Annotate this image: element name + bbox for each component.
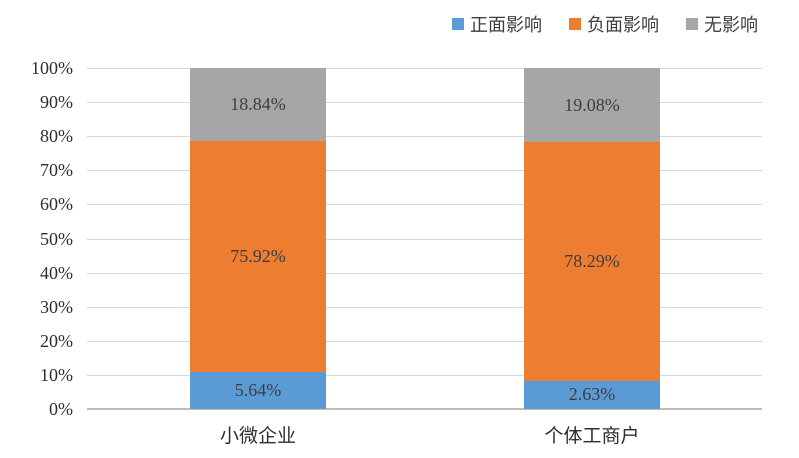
y-axis-tick-label: 60% (40, 194, 73, 215)
gridline (87, 204, 762, 206)
y-axis-tick-label: 100% (31, 58, 73, 78)
legend-swatch-icon (686, 18, 698, 30)
gridline (87, 238, 762, 240)
data-label: 78.29% (564, 250, 620, 271)
bar-segment: 2.63% (524, 380, 660, 409)
gridline (87, 102, 762, 104)
data-label: 18.84% (230, 94, 286, 115)
bar-segment: 75.92% (190, 141, 326, 373)
y-axis-tick-label: 50% (40, 228, 73, 249)
x-axis-category-label: 小微企业 (219, 426, 296, 447)
gridline (87, 272, 762, 274)
legend-label: 负面影响 (587, 15, 659, 35)
gridline (87, 306, 762, 308)
y-axis-tick-label: 0% (49, 399, 73, 419)
legend-label: 无影响 (704, 15, 758, 35)
legend-swatch-icon (569, 18, 581, 30)
legend-item: 无影响 (686, 11, 758, 37)
data-label: 5.64% (234, 380, 282, 401)
stacked-bar: 2.63% 78.29% 19.08% (524, 68, 660, 409)
y-axis-tick-label: 10% (40, 364, 73, 385)
gridline (87, 374, 762, 376)
y-axis-tick-label: 70% (40, 160, 73, 181)
bar-segment: 18.84% (190, 68, 326, 142)
y-axis-tick-label: 30% (40, 296, 73, 317)
y-axis-tick-label: 80% (40, 126, 73, 147)
data-label: 2.63% (568, 384, 616, 405)
gridline (87, 68, 762, 69)
x-axis-line (87, 408, 762, 410)
data-label: 75.92% (230, 246, 286, 267)
stacked-bar: 5.64% 75.92% 18.84% (190, 68, 326, 409)
plot-area: 5.64% 75.92% 18.84% 2.63% 78.29% 19.08% (87, 68, 762, 410)
legend-item: 正面影响 (452, 11, 542, 37)
gridline (87, 340, 762, 342)
bar-segment: 5.64% (190, 372, 326, 409)
data-label: 19.08% (564, 94, 620, 115)
legend-swatch-icon (452, 18, 464, 30)
bar-segment: 19.08% (524, 68, 660, 143)
legend-item: 负面影响 (569, 11, 659, 37)
legend-label: 正面影响 (470, 15, 542, 35)
y-axis-tick-label: 90% (40, 92, 73, 113)
chart-legend: 正面影响 负面影响 无影响 (452, 11, 758, 37)
y-axis-tick-label: 40% (40, 262, 73, 283)
gridline (87, 136, 762, 138)
gridline (87, 170, 762, 172)
x-axis-category-label: 个体工商户 (544, 426, 640, 447)
y-axis-tick-label: 20% (40, 330, 73, 351)
bar-segment: 78.29% (524, 142, 660, 381)
